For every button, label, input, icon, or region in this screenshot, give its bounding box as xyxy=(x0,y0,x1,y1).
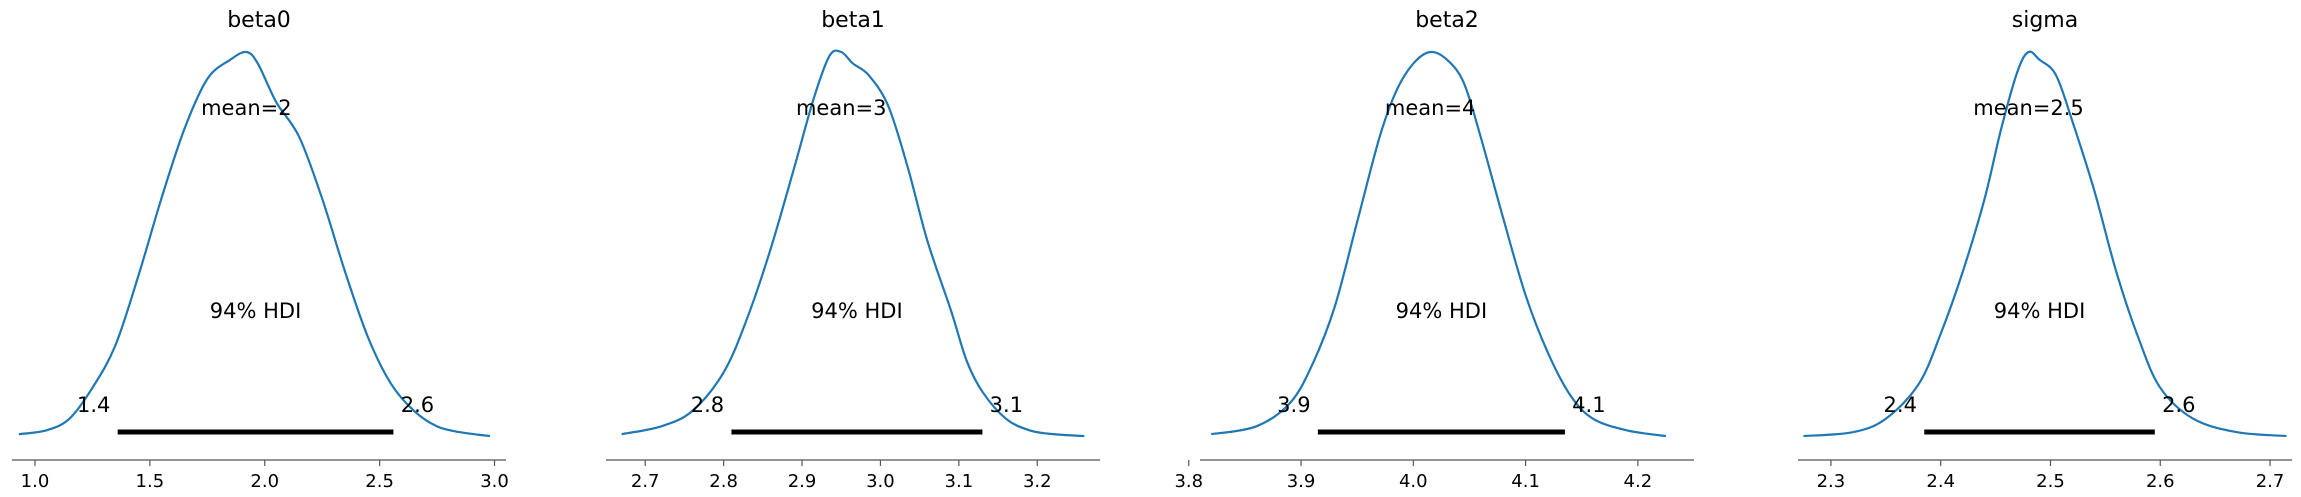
x-tick-label: 2.4 xyxy=(1926,471,1955,492)
x-tick-label: 2.6 xyxy=(2146,471,2175,492)
panel-beta0: beta0 1.4 2.6 94% HDI mean=2 1.0 1.5 2.0 2.5 3.0 xyxy=(12,8,509,492)
x-tick-label: 1.5 xyxy=(136,471,165,492)
x-tick-label: 2.3 xyxy=(1817,471,1846,492)
hdi-label: 94% HDI xyxy=(811,299,903,323)
x-tick-label: 3.1 xyxy=(945,471,974,492)
panel-beta1: beta1 2.8 3.1 94% HDI mean=3 2.7 2.8 2.9 3.0 3.1 3… xyxy=(606,8,1100,492)
x-tick-label: 1.0 xyxy=(21,471,50,492)
kde-curve xyxy=(1803,50,2287,438)
x-tick-label: 4.1 xyxy=(1511,471,1540,492)
hdi-label: 94% HDI xyxy=(1396,299,1488,323)
hdi-low-label: 3.9 xyxy=(1277,393,1310,417)
x-tick-label: 2.5 xyxy=(2036,471,2065,492)
kde-curve xyxy=(1211,50,1667,438)
panel-title: beta1 xyxy=(821,8,885,33)
x-tick-label: 3.8 xyxy=(1174,471,1203,492)
hdi-label: 94% HDI xyxy=(1994,299,2086,323)
x-tick-label: 2.7 xyxy=(2256,471,2285,492)
mean-label: mean=2.5 xyxy=(1973,96,2084,120)
x-tick-label: 2.9 xyxy=(788,471,817,492)
hdi-low-label: 1.4 xyxy=(77,393,110,417)
x-tick-label: 3.0 xyxy=(866,471,895,492)
hdi-low-label: 2.8 xyxy=(691,393,724,417)
hdi-high-label: 4.1 xyxy=(1572,393,1605,417)
hdi-high-label: 2.6 xyxy=(401,393,434,417)
panel-beta2: beta2 3.9 4.1 94% HDI mean=4 3.8 3.9 4.0 4.1 4.2 xyxy=(1174,8,1694,492)
kde-curve xyxy=(621,49,1085,438)
x-tick-label: 2.5 xyxy=(365,471,394,492)
hdi-high-label: 2.6 xyxy=(2162,393,2195,417)
hdi-low-label: 2.4 xyxy=(1884,393,1917,417)
hdi-high-label: 3.1 xyxy=(990,393,1023,417)
hdi-label: 94% HDI xyxy=(210,299,302,323)
x-tick-label: 3.2 xyxy=(1023,471,1052,492)
panel-title: beta0 xyxy=(227,8,291,33)
x-tick-label: 2.7 xyxy=(631,471,660,492)
x-tick-label: 4.0 xyxy=(1399,471,1428,492)
mean-label: mean=4 xyxy=(1385,96,1476,120)
panel-title: beta2 xyxy=(1415,8,1479,33)
x-tick-label: 2.0 xyxy=(250,471,279,492)
mean-label: mean=2 xyxy=(201,96,292,120)
x-tick-label: 2.8 xyxy=(709,471,738,492)
mean-label: mean=3 xyxy=(796,96,887,120)
x-tick-label: 3.9 xyxy=(1287,471,1316,492)
kde-curve xyxy=(18,50,491,438)
x-tick-label: 4.2 xyxy=(1624,471,1653,492)
panel-sigma: sigma 2.4 2.6 94% HDI mean=2.5 2.3 2.4 2.5 2.6 2.… xyxy=(1798,8,2292,492)
panel-title: sigma xyxy=(2012,8,2078,33)
x-tick-label: 3.0 xyxy=(480,471,509,492)
